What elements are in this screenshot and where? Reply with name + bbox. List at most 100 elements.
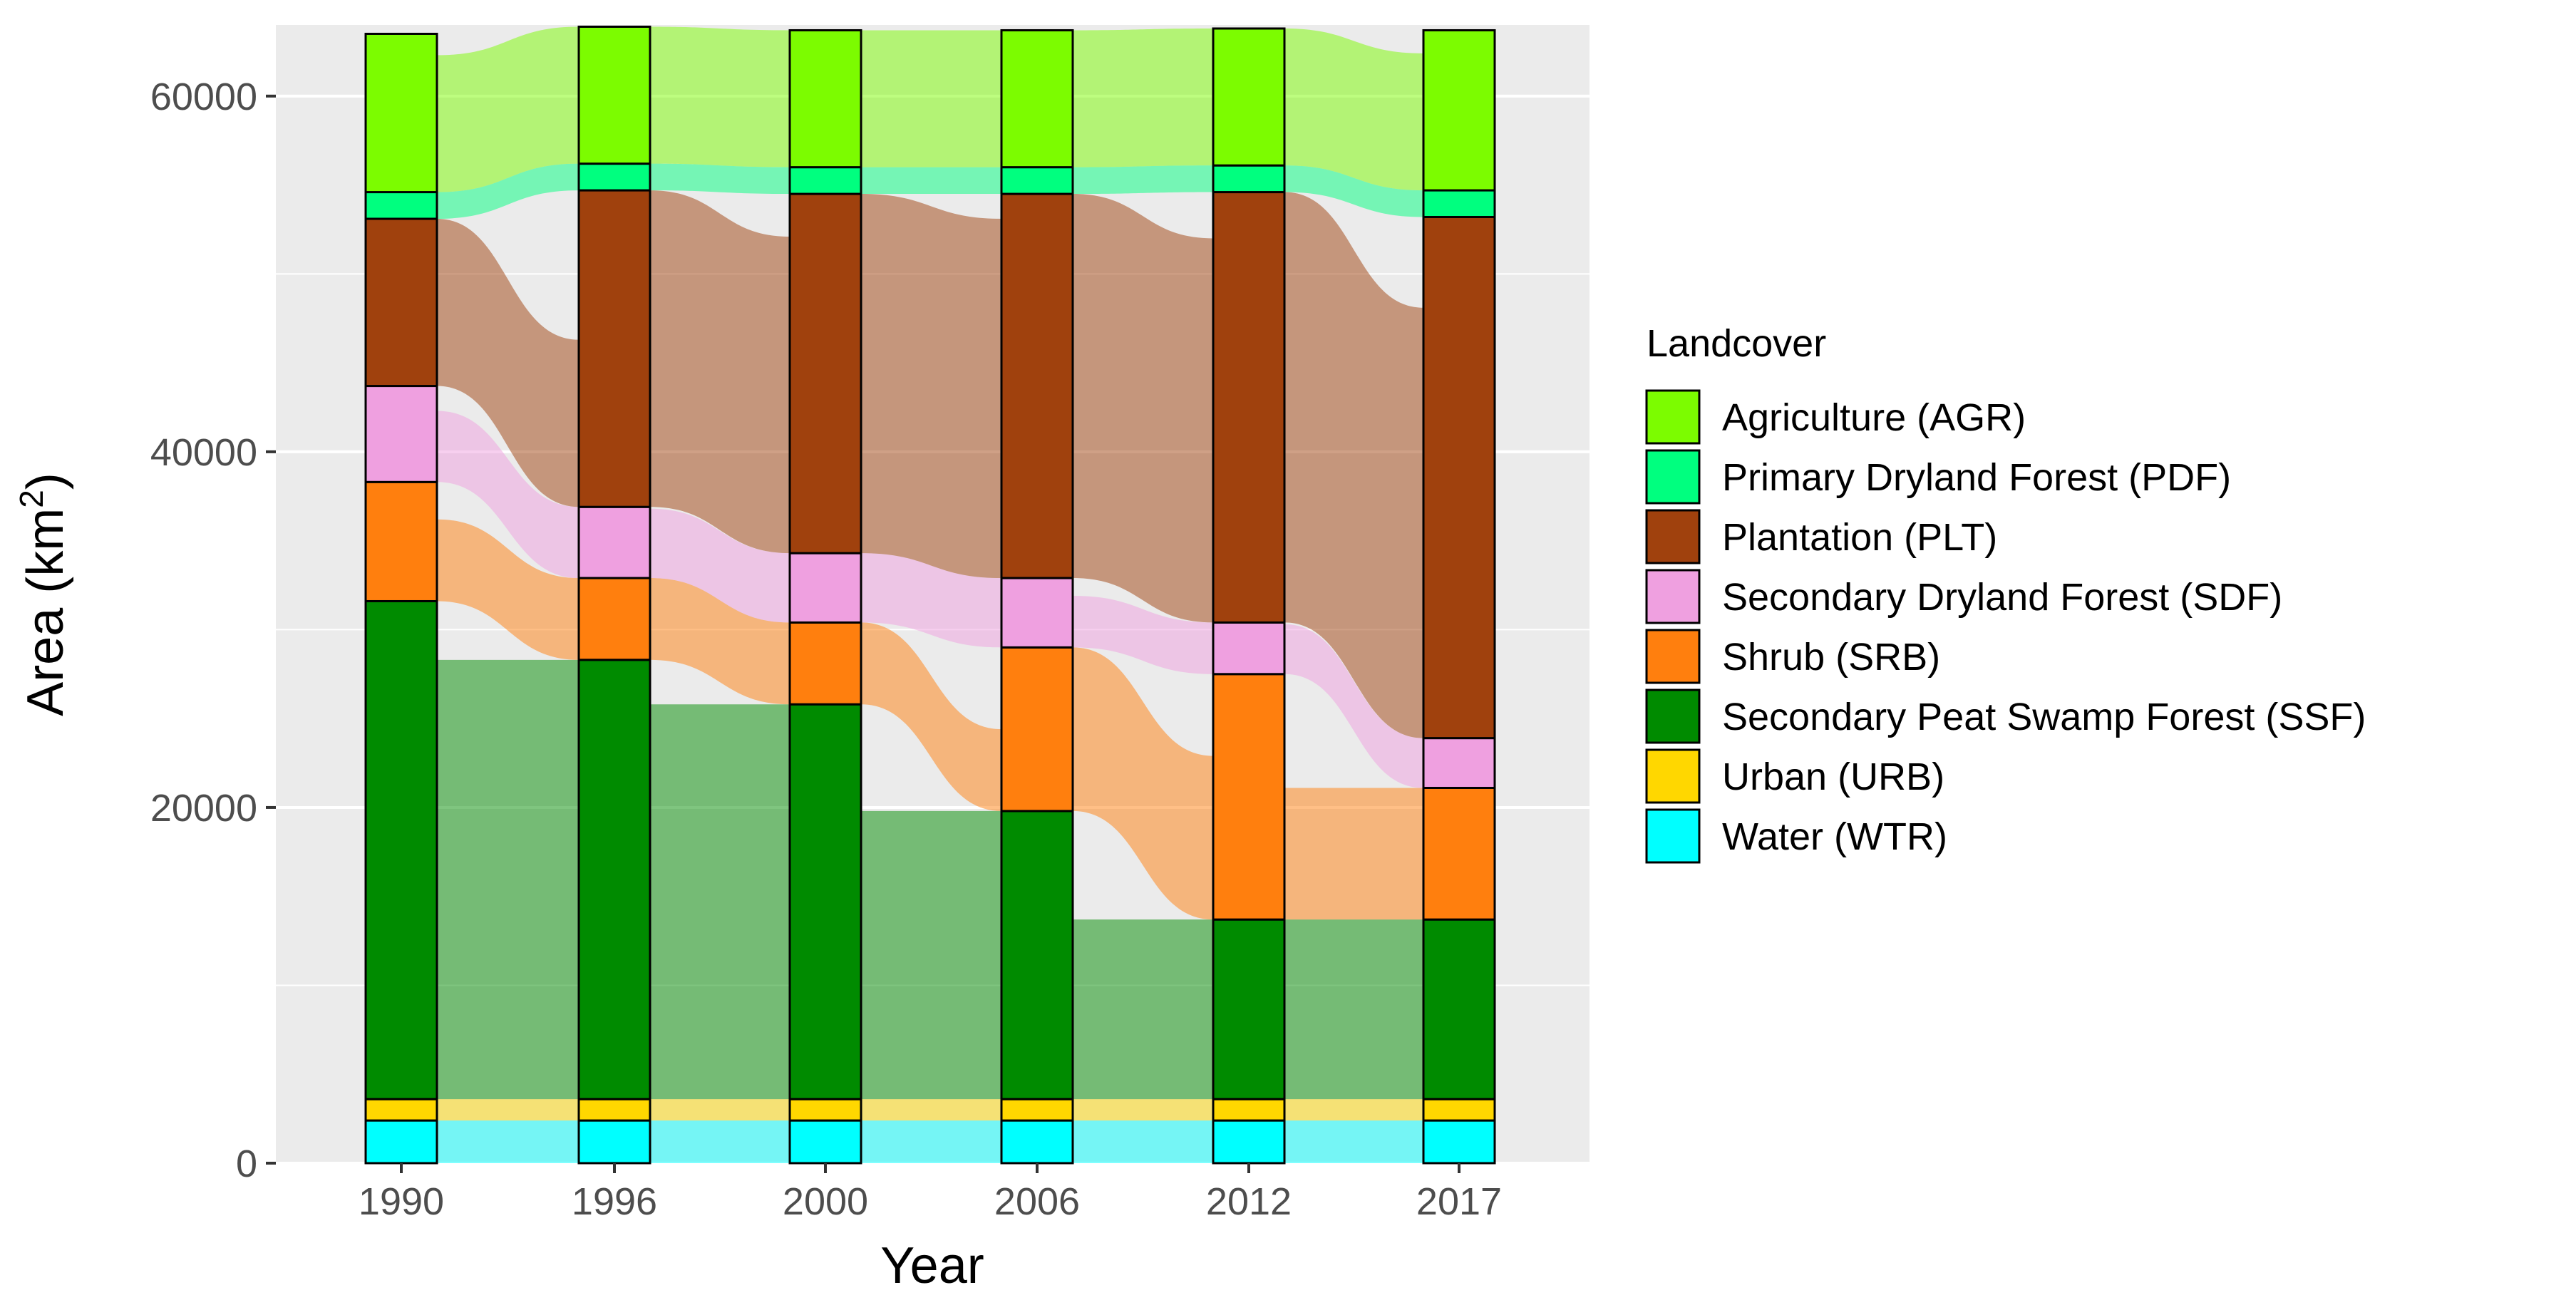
- bar-segment-agr-1996: [577, 25, 651, 165]
- flow-plt-2012-2017: [1284, 192, 1423, 738]
- legend-key-srb: [1645, 629, 1701, 684]
- bar-segment-agr-2000: [788, 29, 862, 169]
- x-axis-title: Year: [880, 1237, 984, 1294]
- y-tick-label: 0: [236, 1142, 257, 1185]
- bar-segment-plt-1990: [364, 217, 438, 388]
- flow-srb-2000-2006: [861, 622, 1001, 811]
- bar-segment-sdf-2017: [1422, 737, 1496, 789]
- flow-urb-2012-2017: [1284, 1099, 1423, 1121]
- bar-segment-sdf-2012: [1212, 621, 1286, 676]
- x-tick-label: 1996: [572, 1180, 657, 1223]
- bar-segment-srb-2012: [1212, 673, 1286, 921]
- bar-segment-srb-2017: [1422, 786, 1496, 921]
- bar-segment-agr-2006: [1000, 29, 1074, 169]
- bar-segment-ssf-2012: [1212, 918, 1286, 1100]
- bar-segment-ssf-2017: [1422, 918, 1496, 1100]
- flow-pdf-1990-1996: [437, 163, 579, 219]
- flow-plt-2006-2012: [1073, 194, 1213, 623]
- bar-segment-sdf-2000: [788, 552, 862, 624]
- bar-segment-urb-1996: [577, 1098, 651, 1122]
- flow-sdf-2006-2012: [1073, 595, 1213, 674]
- bar-segment-ssf-1990: [364, 599, 438, 1100]
- flow-sdf-1990-1996: [437, 411, 579, 579]
- flow-ssf-1996-2000: [650, 704, 790, 1100]
- bar-segment-sdf-1996: [577, 505, 651, 579]
- y-axis-title-superscript: 2: [13, 490, 50, 508]
- bar-segment-plt-2012: [1212, 191, 1286, 624]
- bar-segment-urb-2000: [788, 1098, 862, 1122]
- flow-ssf-2012-2017: [1284, 919, 1423, 1100]
- y-axis-title: Area (km2): [13, 473, 74, 716]
- flow-agr-1996-2000: [650, 26, 790, 167]
- flow-urb-2000-2006: [861, 1099, 1001, 1121]
- bar-segment-urb-1990: [364, 1098, 438, 1122]
- flow-ssf-1990-1996: [437, 659, 579, 1100]
- bar-segment-sdf-1990: [364, 385, 438, 483]
- bar-segment-urb-2006: [1000, 1098, 1074, 1122]
- x-tick-label: 2017: [1416, 1180, 1502, 1223]
- flow-agr-2012-2017: [1284, 28, 1423, 191]
- y-axis-title-text: Area (km: [17, 508, 74, 716]
- bar-segment-pdf-2006: [1000, 166, 1074, 195]
- flow-plt-2000-2006: [861, 194, 1001, 579]
- legend-label-srb: Shrub (SRB): [1722, 636, 1940, 679]
- flow-urb-1990-1996: [437, 1099, 579, 1121]
- flow-agr-2000-2006: [861, 30, 1001, 167]
- x-tick-label: 1990: [359, 1180, 444, 1223]
- bar-segment-ssf-2006: [1000, 810, 1074, 1100]
- y-tick-label: 60000: [150, 76, 257, 118]
- bar-segment-plt-1996: [577, 189, 651, 508]
- x-tick-label: 2006: [994, 1180, 1080, 1223]
- legend: Landcover Agriculture (AGR) Primary Dryla…: [1645, 322, 2366, 864]
- bar-segment-ssf-2000: [788, 703, 862, 1100]
- flow-wtr-2006-2012: [1073, 1120, 1213, 1163]
- legend-label-sdf: Secondary Dryland Forest (SDF): [1722, 576, 2282, 619]
- flow-urb-2006-2012: [1073, 1099, 1213, 1121]
- flow-srb-2006-2012: [1073, 647, 1213, 920]
- legend-label-urb: Urban (URB): [1722, 755, 1944, 798]
- bar-segment-srb-2000: [788, 621, 862, 706]
- flow-pdf-2000-2006: [861, 167, 1001, 195]
- flow-wtr-1996-2000: [650, 1120, 790, 1163]
- bar-segment-agr-1990: [364, 32, 438, 194]
- legend-key-agr: [1645, 389, 1701, 445]
- bar-segment-wtr-1996: [577, 1119, 651, 1165]
- flow-ssf-2006-2012: [1073, 919, 1213, 1100]
- bar-segment-urb-2017: [1422, 1098, 1496, 1122]
- y-tick-label: 40000: [150, 431, 257, 474]
- flow-srb-1996-2000: [650, 578, 790, 705]
- flow-sdf-2012-2017: [1284, 624, 1423, 788]
- bar-segment-pdf-1990: [364, 191, 438, 220]
- x-tick-label: 2012: [1206, 1180, 1292, 1223]
- flow-wtr-2012-2017: [1284, 1120, 1423, 1163]
- flow-sdf-2000-2006: [861, 553, 1001, 648]
- bar-segment-sdf-2006: [1000, 577, 1074, 649]
- bar-segment-wtr-2006: [1000, 1119, 1074, 1165]
- bar-segment-ssf-1996: [577, 659, 651, 1100]
- bar-segment-agr-2012: [1212, 27, 1286, 167]
- legend-key-wtr: [1645, 808, 1701, 864]
- stacked-bars: [364, 25, 1496, 1165]
- legend-label-ssf: Secondary Peat Swamp Forest (SSF): [1722, 696, 2366, 738]
- flow-sdf-1996-2000: [650, 508, 790, 623]
- flow-ribbons: [437, 26, 1423, 1163]
- legend-key-plt: [1645, 509, 1701, 564]
- legend-key-sdf: [1645, 569, 1701, 624]
- flow-srb-1990-1996: [437, 519, 579, 660]
- flow-pdf-1996-2000: [650, 163, 790, 195]
- flow-plt-1996-2000: [650, 190, 790, 554]
- flow-agr-1990-1996: [437, 26, 579, 192]
- legend-title: Landcover: [1647, 322, 1826, 365]
- legend-key-pdf: [1645, 449, 1701, 505]
- bar-segment-pdf-2012: [1212, 164, 1286, 194]
- x-tick-label: 2000: [783, 1180, 868, 1223]
- bar-segment-wtr-2017: [1422, 1119, 1496, 1165]
- bar-segment-srb-2006: [1000, 646, 1074, 813]
- legend-label-agr: Agriculture (AGR): [1722, 396, 2026, 439]
- bar-segment-pdf-2017: [1422, 189, 1496, 218]
- bar-segment-pdf-2000: [788, 166, 862, 195]
- legend-label-plt: Plantation (PLT): [1722, 516, 1997, 559]
- bar-segment-wtr-2012: [1212, 1119, 1286, 1165]
- flow-plt-1990-1996: [437, 218, 579, 507]
